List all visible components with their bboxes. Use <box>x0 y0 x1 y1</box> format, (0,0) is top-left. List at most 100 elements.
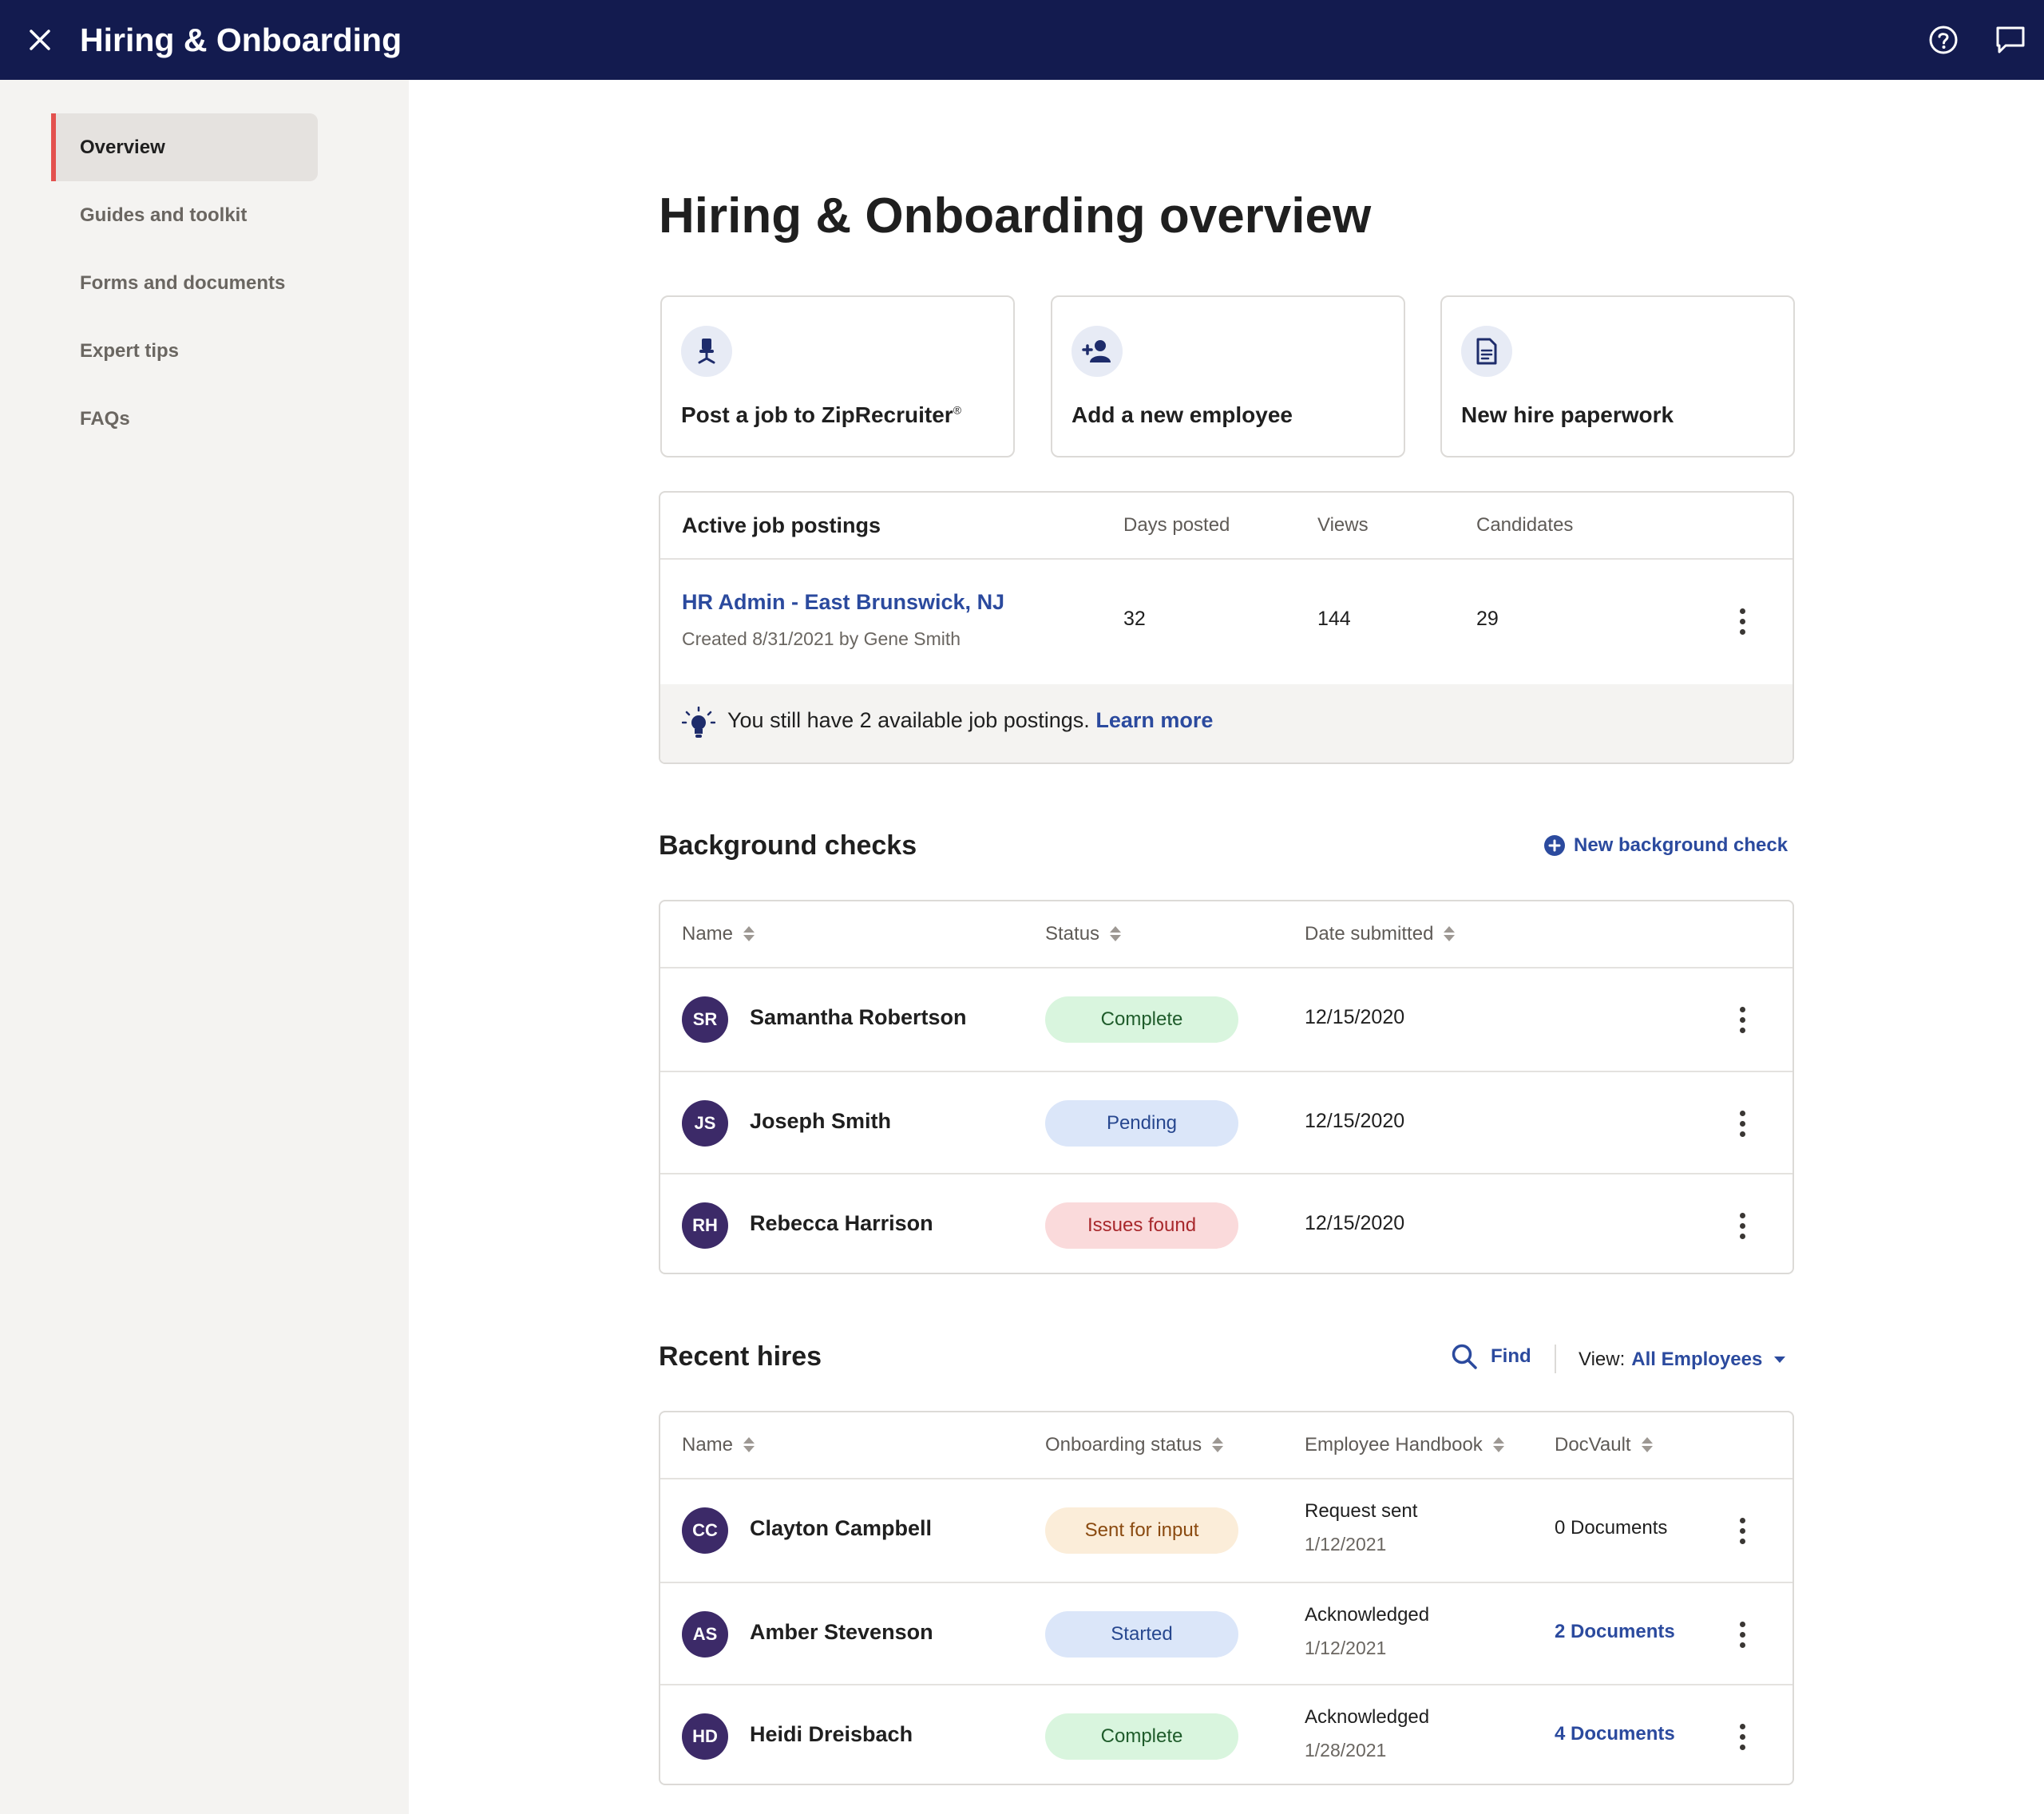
page-title: Hiring & Onboarding overview <box>659 188 1372 244</box>
new-hire-paperwork-tile[interactable]: New hire paperwork <box>1440 295 1795 457</box>
employee-name: Clayton Campbell <box>750 1516 933 1540</box>
handbook-date: 1/12/2021 <box>1305 1534 1387 1555</box>
background-checks-table: Name Status Date submitted SR Samantha R… <box>659 900 1794 1274</box>
recent-hires-title: Recent hires <box>659 1341 822 1372</box>
column-header-views: Views <box>1317 514 1369 536</box>
table-header: Name Onboarding status Employee Handbook… <box>660 1412 1792 1479</box>
sidebar-item-expert-tips[interactable]: Expert tips <box>80 339 180 362</box>
row-menu-button[interactable] <box>1726 1202 1758 1250</box>
docvault-link[interactable]: 4 Documents <box>1555 1723 1675 1745</box>
tile-label: New hire paperwork <box>1461 402 1674 427</box>
row-menu-button[interactable] <box>1726 1713 1758 1761</box>
row-menu-button[interactable] <box>1726 996 1758 1044</box>
office-chair-icon <box>681 326 732 377</box>
views-value: 144 <box>1317 608 1351 630</box>
view-selector[interactable]: View: All Employees <box>1579 1349 1786 1371</box>
row-menu-button[interactable] <box>1726 597 1758 645</box>
document-icon <box>1461 326 1512 377</box>
column-header-status[interactable]: Status <box>1045 901 1122 967</box>
avatar: HD <box>682 1713 728 1760</box>
docvault-count: 0 Documents <box>1555 1517 1668 1539</box>
chat-icon <box>1996 26 2025 53</box>
new-background-check-button[interactable]: New background check <box>1543 834 1788 857</box>
column-header-name[interactable]: Name <box>682 901 755 967</box>
tile-label: Add a new employee <box>1072 402 1293 427</box>
status-badge: Issues found <box>1045 1202 1238 1249</box>
avatar: SR <box>682 996 728 1043</box>
new-background-check-label: New background check <box>1574 834 1788 856</box>
sort-icon <box>1211 1436 1224 1454</box>
help-button[interactable] <box>1910 0 1977 80</box>
search-icon <box>1452 1344 1477 1369</box>
status-badge: Pending <box>1045 1100 1238 1147</box>
sidebar-item-faqs[interactable]: FAQs <box>80 407 130 430</box>
date-submitted: 12/15/2020 <box>1305 1110 1405 1132</box>
sort-icon <box>743 1436 755 1454</box>
sort-icon <box>743 925 755 943</box>
view-value: All Employees <box>1631 1349 1763 1370</box>
sort-icon <box>1443 925 1456 943</box>
close-button[interactable] <box>0 0 80 80</box>
employee-name: Joseph Smith <box>750 1109 892 1133</box>
chat-button[interactable] <box>1977 0 2044 80</box>
registered-mark: ® <box>953 403 962 417</box>
days-posted-value: 32 <box>1123 608 1146 630</box>
column-header-date-submitted[interactable]: Date submitted <box>1305 901 1456 967</box>
date-submitted: 12/15/2020 <box>1305 1212 1405 1234</box>
sort-icon <box>1641 1436 1654 1454</box>
column-header-days-posted: Days posted <box>1123 514 1230 536</box>
candidates-value: 29 <box>1476 608 1499 630</box>
date-submitted: 12/15/2020 <box>1305 1006 1405 1028</box>
job-postings-card: Active job postings Days posted Views Ca… <box>659 491 1794 764</box>
status-badge: Complete <box>1045 1713 1238 1760</box>
column-header-employee-handbook[interactable]: Employee Handbook <box>1305 1412 1505 1478</box>
avatar: JS <box>682 1100 728 1147</box>
post-job-tile[interactable]: Post a job to ZipRecruiter® <box>660 295 1015 457</box>
handbook-status: Acknowledged <box>1305 1706 1430 1728</box>
job-posting-link[interactable]: HR Admin - East Brunswick, NJ <box>682 590 1005 614</box>
lightbulb-icon <box>682 707 715 738</box>
column-header-onboarding-status[interactable]: Onboarding status <box>1045 1412 1224 1478</box>
handbook-date: 1/28/2021 <box>1305 1740 1387 1761</box>
top-bar-actions <box>1910 0 2044 80</box>
table-header: Name Status Date submitted <box>660 901 1792 968</box>
table-row: JS Joseph Smith Pending 12/15/2020 <box>660 1071 1792 1173</box>
top-bar: Hiring & Onboarding <box>0 0 2044 80</box>
sort-icon <box>1492 1436 1505 1454</box>
avatar: AS <box>682 1611 728 1658</box>
background-checks-title: Background checks <box>659 830 917 861</box>
job-postings-tip: You still have 2 available job postings.… <box>660 684 1792 762</box>
table-row: HD Heidi Dreisbach Complete Acknowledged… <box>660 1684 1792 1784</box>
status-badge: Sent for input <box>1045 1507 1238 1554</box>
divider <box>1555 1345 1556 1373</box>
help-icon <box>1929 26 1958 54</box>
tip-text: You still have 2 available job postings.… <box>727 708 1214 732</box>
status-badge: Complete <box>1045 996 1238 1043</box>
table-row: SR Samantha Robertson Complete 12/15/202… <box>660 968 1792 1071</box>
employee-name: Rebecca Harrison <box>750 1211 933 1235</box>
table-row: AS Amber Stevenson Started Acknowledged … <box>660 1582 1792 1684</box>
row-menu-button[interactable] <box>1726 1610 1758 1658</box>
employee-name: Amber Stevenson <box>750 1620 933 1644</box>
column-header-docvault[interactable]: DocVault <box>1555 1412 1654 1478</box>
column-header-name[interactable]: Name <box>682 1412 755 1478</box>
docvault-link[interactable]: 2 Documents <box>1555 1621 1675 1642</box>
avatar: CC <box>682 1507 728 1554</box>
add-employee-tile[interactable]: Add a new employee <box>1051 295 1405 457</box>
recent-hires-table: Name Onboarding status Employee Handbook… <box>659 1411 1794 1785</box>
handbook-status: Acknowledged <box>1305 1604 1430 1626</box>
learn-more-link[interactable]: Learn more <box>1095 708 1214 732</box>
find-label: Find <box>1491 1345 1531 1367</box>
sidebar-item-guides-and-toolkit[interactable]: Guides and toolkit <box>80 204 248 226</box>
column-header-candidates: Candidates <box>1476 514 1574 536</box>
find-button[interactable]: Find <box>1451 1343 1531 1370</box>
handbook-status: Request sent <box>1305 1500 1418 1522</box>
row-menu-button[interactable] <box>1726 1507 1758 1555</box>
row-menu-button[interactable] <box>1726 1099 1758 1147</box>
sidebar-item-overview[interactable]: Overview <box>51 113 318 181</box>
sort-icon <box>1109 925 1122 943</box>
sidebar-item-forms-and-documents[interactable]: Forms and documents <box>80 271 286 294</box>
app-title: Hiring & Onboarding <box>80 21 402 58</box>
tile-label: Post a job to ZipRecruiter® <box>681 402 962 427</box>
handbook-date: 1/12/2021 <box>1305 1638 1387 1658</box>
